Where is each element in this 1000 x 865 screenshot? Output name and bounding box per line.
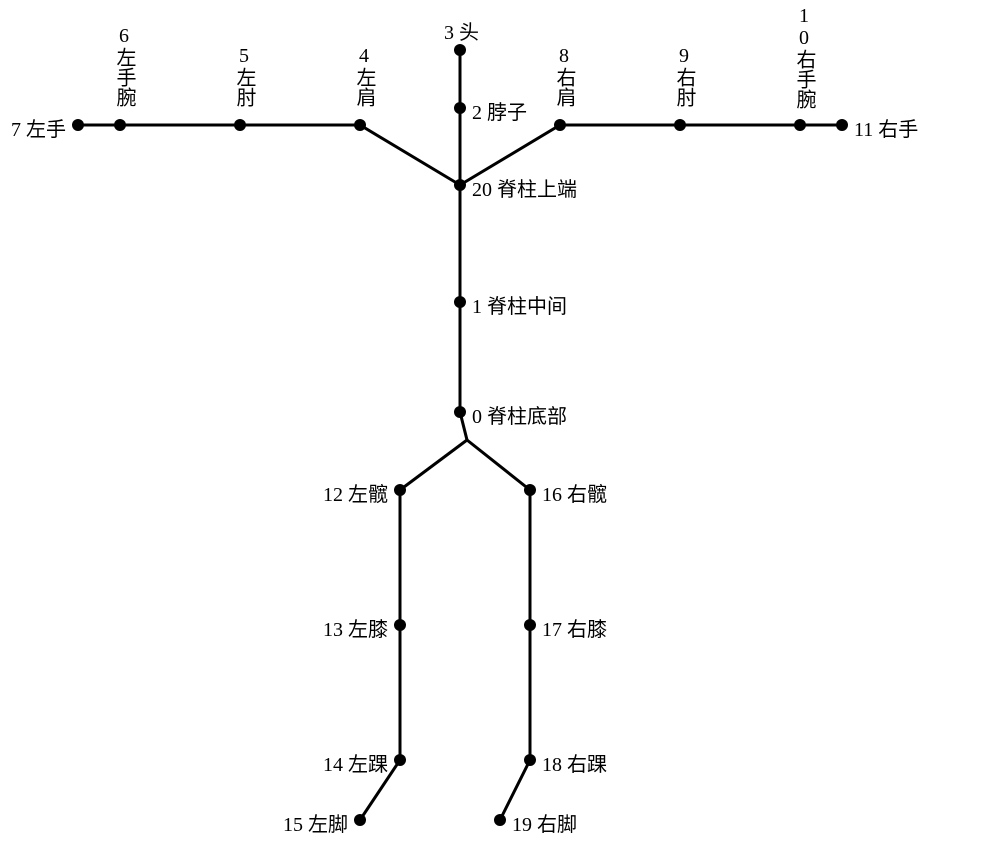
joint-node-5	[234, 119, 246, 131]
joint-number: 10	[793, 5, 815, 49]
joint-label-3: 3 头	[444, 16, 479, 45]
joint-node-20	[454, 179, 466, 191]
joint-node-0	[454, 406, 466, 418]
joint-node-9	[674, 119, 686, 131]
joint-node-4	[354, 119, 366, 131]
joint-label-5: 5左肘	[230, 45, 259, 107]
joint-number: 9	[673, 45, 695, 67]
skeleton-svg	[0, 0, 1000, 865]
joint-node-1	[454, 296, 466, 308]
joint-number: 5	[233, 45, 255, 67]
joint-label-12: 12 左髋	[323, 478, 388, 507]
joint-node-10	[794, 119, 806, 131]
skeleton-edge	[400, 440, 467, 490]
skeleton-edge	[467, 440, 530, 490]
skeleton-diagram: 0 脊柱底部 1 脊柱中间 2 脖子 3 头 4左肩 5左肘 6左手腕 7 左手 8右肩 9右肘 1…	[0, 0, 1000, 865]
joint-name: 左手腕	[113, 47, 135, 107]
joint-name: 左肩	[353, 67, 375, 107]
joint-node-8	[554, 119, 566, 131]
joint-node-16	[524, 484, 536, 496]
skeleton-edge	[360, 125, 460, 185]
joint-node-11	[836, 119, 848, 131]
joint-label-0: 0 脊柱底部	[472, 400, 567, 429]
joint-name: 右手腕	[793, 49, 815, 109]
joint-label-4: 4左肩	[350, 45, 379, 107]
joint-node-19	[494, 814, 506, 826]
joint-node-3	[454, 44, 466, 56]
joint-number: 6	[113, 25, 135, 47]
joint-node-2	[454, 102, 466, 114]
joint-name: 右肘	[673, 67, 695, 107]
joint-label-17: 17 右膝	[542, 613, 607, 642]
joint-label-15: 15 左脚	[283, 808, 348, 837]
joint-number: 4	[353, 45, 375, 67]
joint-node-12	[394, 484, 406, 496]
joint-node-13	[394, 619, 406, 631]
joint-node-18	[524, 754, 536, 766]
joint-label-6: 6左手腕	[110, 25, 139, 107]
joint-node-6	[114, 119, 126, 131]
joint-label-16: 16 右髋	[542, 478, 607, 507]
joint-label-18: 18 右踝	[542, 748, 607, 777]
joint-label-14: 14 左踝	[323, 748, 388, 777]
joint-number: 8	[553, 45, 575, 67]
joint-label-1: 1 脊柱中间	[472, 290, 567, 319]
joint-label-13: 13 左膝	[323, 613, 388, 642]
joint-label-8: 8右肩	[550, 45, 579, 107]
joint-label-19: 19 右脚	[512, 808, 577, 837]
joint-node-7	[72, 119, 84, 131]
joint-name: 左肘	[233, 67, 255, 107]
joint-label-9: 9右肘	[670, 45, 699, 107]
joint-node-14	[394, 754, 406, 766]
joint-label-7: 7 左手	[11, 113, 66, 142]
joint-label-20: 20 脊柱上端	[472, 173, 577, 202]
joint-name: 右肩	[553, 67, 575, 107]
joint-label-10: 10右手腕	[790, 5, 819, 109]
joint-label-11: 11 右手	[854, 113, 918, 142]
joint-label-2: 2 脖子	[472, 96, 527, 125]
joint-node-15	[354, 814, 366, 826]
joint-node-17	[524, 619, 536, 631]
